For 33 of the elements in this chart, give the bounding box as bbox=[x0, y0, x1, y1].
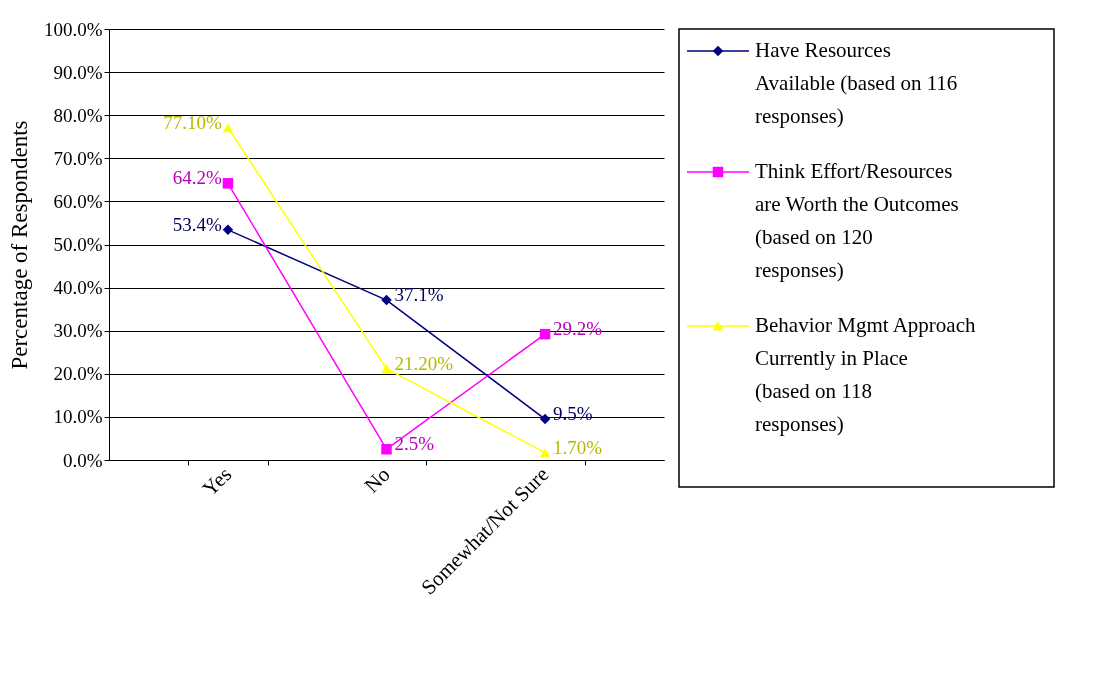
x-tick-label: No bbox=[359, 462, 395, 498]
point bbox=[381, 364, 392, 374]
y-tick-label: 40.0% bbox=[53, 277, 103, 299]
y-tick-label: 30.0% bbox=[53, 320, 103, 342]
data-label: 64.2% bbox=[172, 167, 223, 189]
data-label: 37.1% bbox=[394, 284, 444, 306]
point bbox=[222, 224, 234, 236]
y-tick-label: 20.0% bbox=[53, 363, 103, 385]
y-tick-label: 80.0% bbox=[53, 104, 103, 126]
x-tick-label: Yes bbox=[197, 462, 237, 501]
y-tick-label: 60.0% bbox=[53, 190, 103, 212]
point bbox=[222, 123, 234, 133]
y-tick-label: 90.0% bbox=[53, 61, 103, 83]
point bbox=[539, 448, 551, 458]
y-tick-label: 100.0% bbox=[43, 18, 103, 40]
y-axis-title: Percentage of Respondents bbox=[6, 120, 32, 370]
data-label: 1.70% bbox=[553, 436, 603, 458]
legend-label: Behavior Mgmt Approach Currently in Place (based on 118 responses) bbox=[755, 313, 976, 436]
y-tick-label: 10.0% bbox=[53, 406, 103, 428]
y-tick-label: 50.0% bbox=[53, 234, 103, 255]
point bbox=[381, 294, 392, 306]
point bbox=[539, 328, 551, 340]
data-label: 77.10% bbox=[163, 111, 223, 133]
data-label: 2.5% bbox=[394, 433, 435, 455]
y-tick-label: 0.0% bbox=[62, 449, 103, 471]
point bbox=[539, 413, 551, 425]
y-tick-label: 70.0% bbox=[53, 147, 103, 169]
data-label: 21.20% bbox=[394, 352, 454, 374]
point bbox=[222, 178, 234, 189]
legend-label: Have Resources Available (based on 116 responses) bbox=[755, 38, 958, 128]
data-label: 53.4% bbox=[172, 213, 223, 235]
point bbox=[381, 443, 392, 455]
legend-label: Think Effort/Resources are Worth the Outcomes (based on 120 responses) bbox=[755, 159, 959, 282]
